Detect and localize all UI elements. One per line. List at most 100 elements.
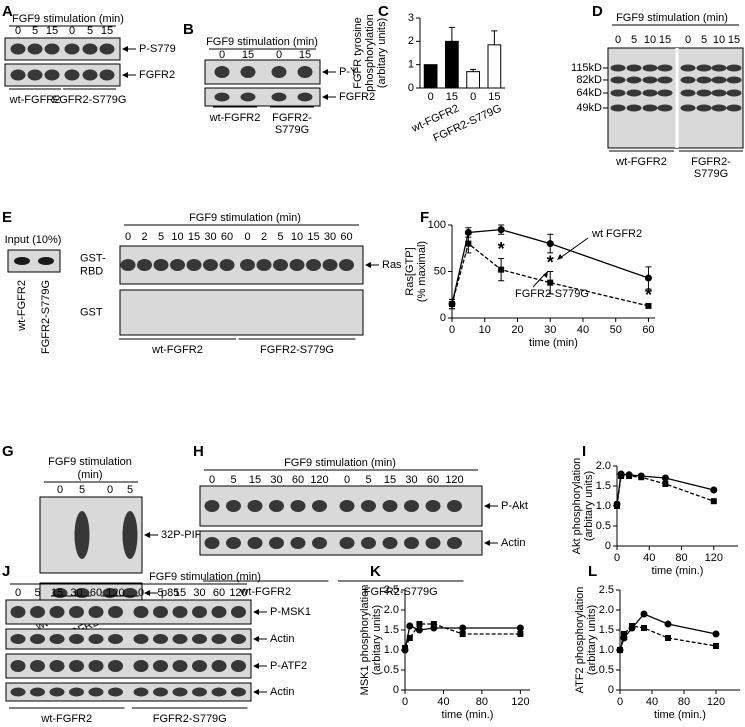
blot-title: FGF9 stimulation (min): [206, 36, 318, 48]
y-tick-label: 0.5: [384, 664, 399, 676]
point: [516, 624, 524, 632]
group-label: FGFR2-S779G: [364, 586, 438, 598]
band: [44, 69, 60, 81]
band: [82, 43, 98, 55]
lane-label: 5: [230, 474, 236, 486]
lane-label: 60: [90, 587, 102, 599]
point: [402, 645, 408, 651]
band: [382, 537, 398, 549]
lane-label: 5: [127, 484, 133, 496]
lane-label: 0: [615, 34, 621, 46]
panel-letter: B: [183, 21, 194, 38]
band: [133, 687, 149, 697]
y-axis-label: MSK1 phosphorylation: [359, 585, 371, 696]
band: [290, 500, 306, 512]
x-tick-label: 10: [479, 324, 491, 336]
group-label: FGFR2-S779G: [153, 713, 227, 725]
y-axis-label: (arbitary units): [583, 471, 595, 541]
lane-label: 15: [46, 25, 58, 37]
point: [617, 647, 623, 653]
y-tick-label: 0: [393, 684, 399, 696]
band: [49, 634, 65, 644]
band: [170, 259, 185, 271]
band: [133, 634, 149, 644]
group-label: FGFR2-: [272, 112, 312, 124]
lane-label: 10: [644, 34, 656, 46]
point: [644, 274, 652, 282]
lane-label: 15: [659, 34, 671, 46]
panel-letter: J: [2, 563, 10, 580]
band-label: FGFR2: [339, 91, 375, 103]
lane-label: 30: [204, 231, 216, 243]
lane-label: 0: [276, 49, 282, 61]
point: [459, 624, 467, 632]
band: [382, 500, 398, 512]
band-label: Ras: [382, 259, 402, 271]
band: [10, 634, 26, 644]
band: [69, 687, 84, 697]
band-label: Actin: [270, 633, 294, 645]
band-label: P-Y: [339, 66, 358, 78]
point: [465, 240, 472, 247]
y-tick-label: 0: [440, 312, 446, 324]
band: [108, 687, 123, 697]
group-label: FGFR2-: [691, 156, 731, 168]
arrow-head: [253, 636, 259, 642]
lane-label: 5: [365, 474, 371, 486]
band: [108, 634, 123, 644]
point: [614, 503, 620, 509]
group-label: FGFR2-S779G: [53, 94, 127, 106]
band: [192, 687, 207, 697]
band: [172, 687, 188, 697]
band: [204, 500, 220, 512]
band: [626, 89, 642, 97]
x-tick-label: 120: [511, 696, 529, 708]
band: [404, 537, 419, 549]
band: [247, 537, 263, 549]
band: [203, 259, 218, 271]
input-lane-label: FGFR2-S779G: [40, 280, 52, 354]
band: [49, 606, 65, 618]
group-label: wt-FGFR2: [40, 713, 92, 725]
row-label: GST: [80, 306, 103, 318]
band: [30, 634, 45, 644]
lane-label: 0: [685, 34, 691, 46]
series-line: [404, 625, 521, 651]
point: [629, 623, 635, 629]
x-tick-label: 15: [488, 91, 500, 103]
point: [618, 473, 625, 479]
blot-strip: [7, 249, 61, 273]
y-tick-label: 2.5: [599, 584, 614, 596]
band: [680, 64, 696, 72]
band: [172, 634, 188, 644]
band: [610, 64, 626, 72]
band: [211, 660, 227, 672]
band: [226, 537, 241, 549]
lane-label: 120: [445, 474, 463, 486]
band: [626, 76, 642, 84]
band: [269, 500, 284, 512]
band: [74, 511, 90, 559]
band: [219, 259, 235, 271]
y-tick-label: 1.5: [596, 480, 611, 492]
y-tick-label: 0: [408, 82, 414, 94]
y-tick-label: 0.5: [596, 520, 611, 532]
blot-title: FGF9 stimulation: [48, 456, 132, 468]
band: [626, 104, 642, 112]
lane-label: 30: [193, 587, 205, 599]
y-axis-label: (arbitary units): [371, 605, 383, 675]
arrow-head: [253, 609, 259, 615]
lane-label: 15: [242, 49, 254, 61]
band: [711, 64, 727, 72]
band: [726, 104, 742, 112]
band: [30, 687, 45, 697]
arrow-head: [484, 540, 490, 546]
y-axis-label: FGFR tyrosine: [352, 17, 364, 89]
error-bar: [491, 30, 498, 45]
row-label: RBD: [80, 265, 103, 277]
band: [153, 660, 168, 672]
point: [626, 473, 633, 479]
band: [339, 500, 355, 512]
x-tick-label: 0: [614, 552, 620, 564]
